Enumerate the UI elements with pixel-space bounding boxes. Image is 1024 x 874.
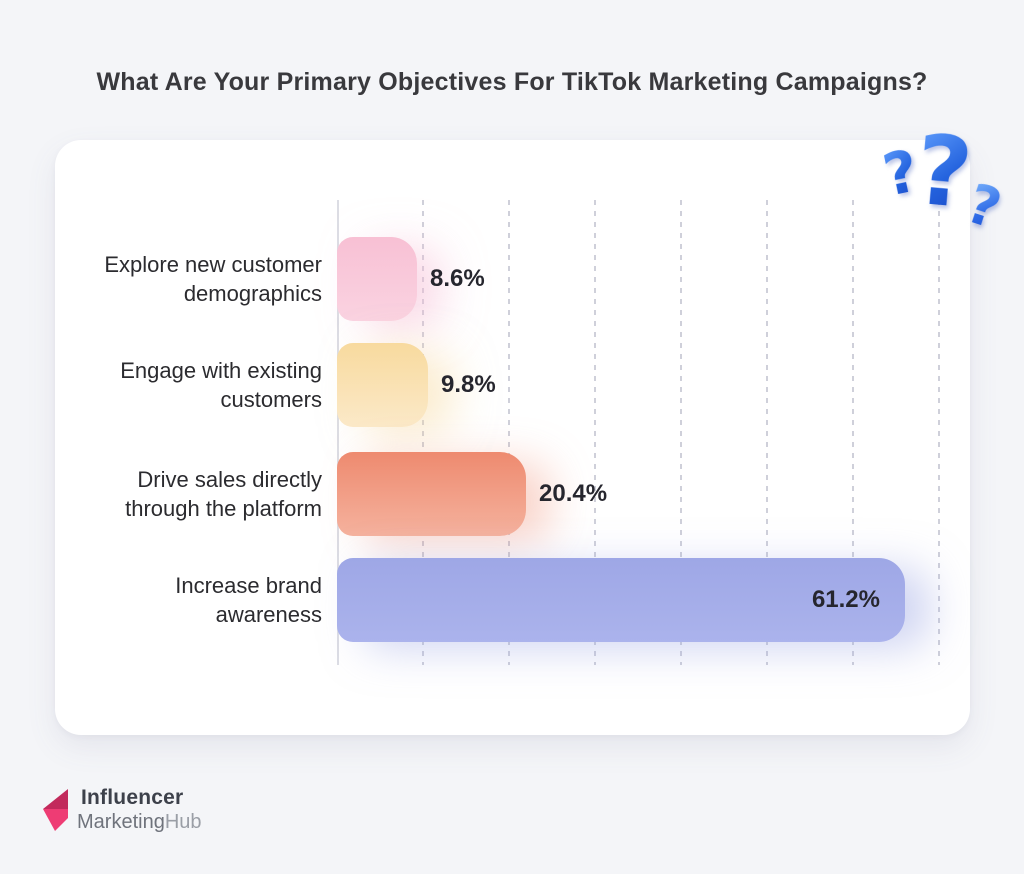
value-label: 9.8% [441,371,496,398]
bar-row: Engage with existing customers 9.8% [55,343,970,427]
gridline [508,200,510,665]
value-label: 20.4% [539,480,608,507]
brand-name-marketing: Marketing [77,811,165,833]
brand-name-line1: Influencer [81,786,184,809]
bar-label-line: Explore new customer [104,252,322,277]
bar-row: Explore new customer demographics 8.6% [55,237,970,321]
gridline [766,200,768,665]
bar-label: Explore new customer demographics [55,237,322,321]
chart-plot-area [337,200,960,665]
gridline [938,200,940,665]
bar [337,343,428,427]
question-marks-illustration: ? ? ? [876,114,1016,242]
gridline [594,200,596,665]
bar-label-line: Drive sales directly [137,467,322,492]
brand-arrow-icon [43,789,68,831]
page-title: What Are Your Primary Objectives For Tik… [96,68,928,96]
bar-label-line: awareness [215,602,322,627]
brand-name-line2: MarketingHub [77,811,202,834]
value-label: 8.6% [430,265,485,292]
bar-label-line: demographics [183,281,322,306]
bar-label: Engage with existing customers [55,343,322,427]
bar-label: Increase brand awareness [55,558,322,642]
brand-name-hub: Hub [164,811,202,833]
bar-label-line: customers [220,387,322,412]
chart-card: Explore new customer demographics 8.6% E… [55,140,970,735]
gridline [422,200,424,665]
y-axis-line [337,200,339,665]
bar-label-line: Engage with existing [120,358,322,383]
bar [337,452,526,536]
bar [337,558,905,642]
bar-label-line: through the platform [125,496,322,521]
gridline [852,200,854,665]
brand-text: Influencer MarketingHub [77,786,202,834]
bar-label-line: Increase brand [175,573,322,598]
brand-logo: Influencer MarketingHub [42,786,202,834]
bar-label: Drive sales directly through the platfor… [55,452,322,536]
bar [337,237,417,321]
bar-row: Drive sales directly through the platfor… [55,452,970,536]
gridline [680,200,682,665]
bar-row: Increase brand awareness 61.2% [55,558,970,642]
value-label: 61.2% [811,586,880,613]
